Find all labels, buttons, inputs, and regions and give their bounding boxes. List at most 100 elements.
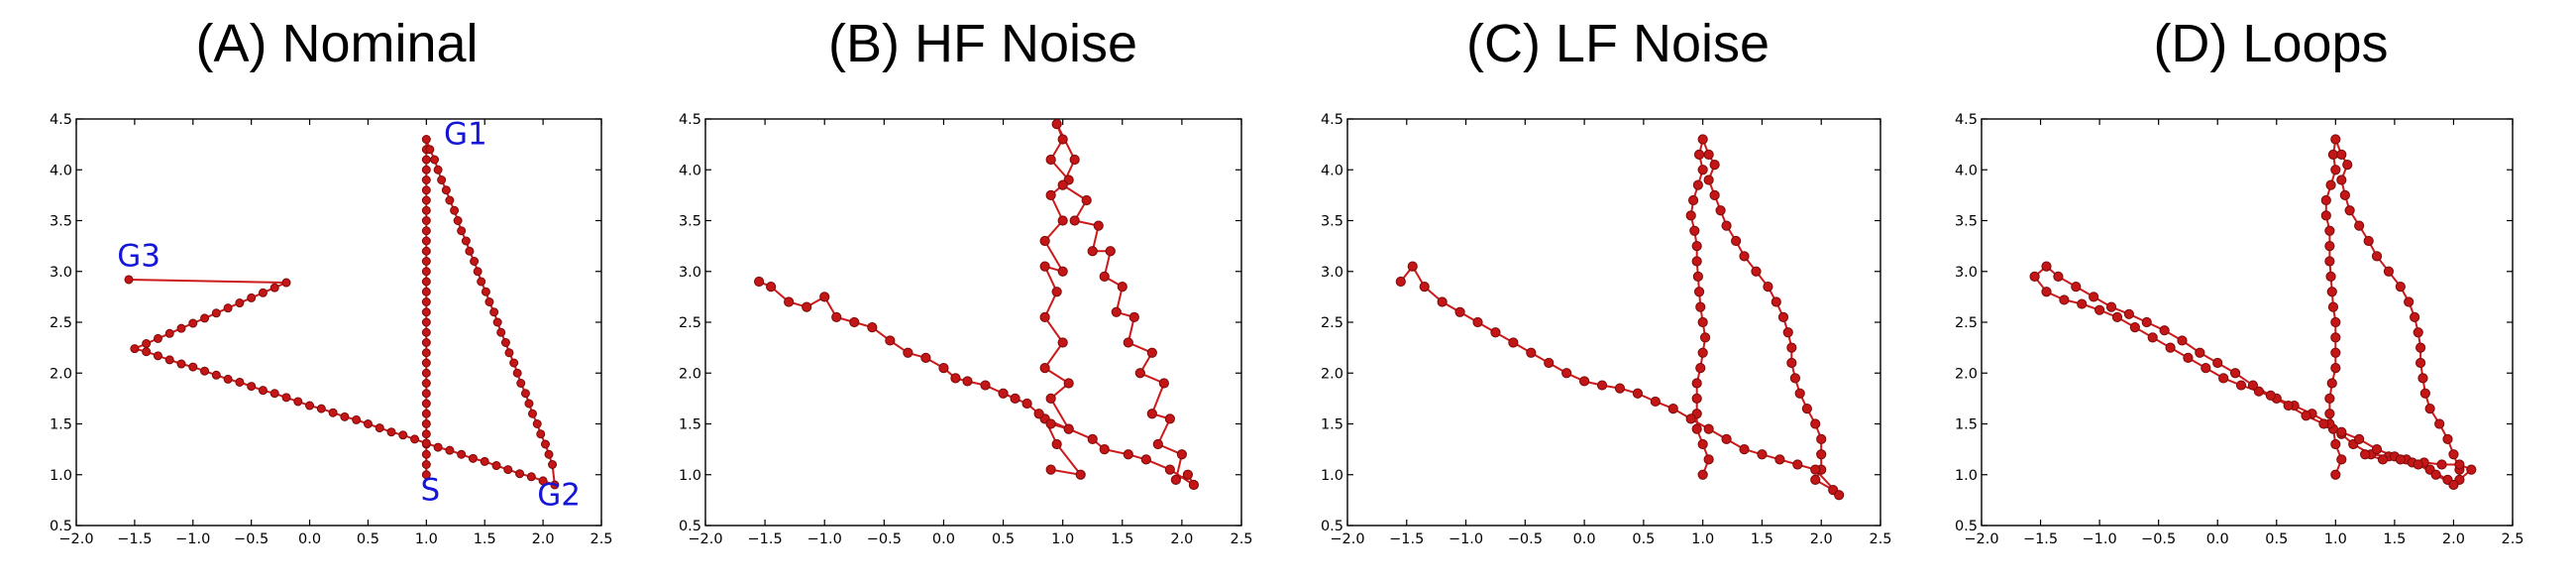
trajectory-point	[1699, 332, 1711, 343]
trajectory-point	[2077, 298, 2088, 309]
trajectory-point	[1688, 194, 1699, 206]
x-tick-label: 0.0	[932, 531, 955, 547]
trajectory-point	[1454, 306, 1465, 317]
trajectory-point	[316, 404, 326, 413]
x-tick-label: 0.5	[2265, 531, 2288, 547]
trajectory-point	[1689, 225, 1700, 236]
trajectory-point	[1697, 469, 1708, 480]
trajectory-point	[1117, 282, 1127, 293]
trajectory-point	[305, 401, 315, 411]
trajectory-point	[223, 374, 233, 384]
y-tick-label: 2.5	[50, 315, 72, 331]
x-tick-label: −1.0	[175, 531, 210, 547]
trajectory-point	[352, 414, 362, 424]
trajectory-point	[2041, 287, 2052, 297]
trajectory-point	[188, 362, 198, 372]
trajectory-point	[1490, 327, 1501, 338]
x-tick-label: −1.0	[1449, 531, 1483, 547]
trajectory-point	[421, 277, 431, 287]
panel-a: (A) Nominal −2.0 −1.5 −1.0 −0.5 0.0 0.5 1.0 1.5…	[50, 14, 613, 547]
trajectory-point	[1146, 409, 1157, 419]
trajectory-point	[425, 145, 435, 155]
trajectory-point	[526, 472, 536, 482]
y-tick-label: 2.0	[1321, 366, 1343, 382]
x-tick-label: −2.0	[688, 531, 722, 547]
trajectory-point	[1039, 261, 1050, 272]
trajectory-point	[1810, 418, 1821, 429]
trajectory-point	[2330, 332, 2341, 343]
trajectory-point	[1650, 396, 1661, 408]
trajectory-point	[1472, 316, 1483, 328]
trajectory-point	[496, 327, 506, 337]
trajectory-point	[124, 275, 134, 285]
trajectory-point	[1614, 383, 1626, 394]
trajectory-point	[421, 165, 431, 175]
trajectory-point	[130, 344, 140, 354]
trajectory-point	[470, 257, 480, 266]
goal-label: G2	[537, 478, 581, 514]
y-tick-label: 3.5	[679, 214, 701, 230]
trajectory-point	[421, 267, 431, 277]
y-tick-label: 1.5	[679, 417, 701, 433]
trajectory-point	[2434, 418, 2445, 429]
trajectory-point	[445, 195, 455, 205]
trajectory-point	[481, 287, 490, 296]
trajectory-point	[1099, 444, 1110, 455]
trajectory-point	[2448, 449, 2459, 460]
trajectory-point	[1081, 194, 1092, 206]
y-tick-label: 3.5	[1955, 214, 1978, 230]
trajectory-point	[1703, 454, 1714, 465]
trajectory-point	[2301, 411, 2311, 421]
trajectory-point	[421, 438, 431, 448]
trajectory-point	[515, 469, 525, 479]
trajectory-point	[421, 216, 431, 225]
trajectory-point	[1691, 423, 1702, 434]
trajectory-point	[2363, 235, 2374, 247]
trajectory-point	[1544, 357, 1555, 369]
trajectory-point	[831, 311, 842, 322]
x-tick-label: 2.5	[1869, 531, 1891, 547]
trajectory-point	[920, 352, 931, 363]
y-tick-label: 4.0	[679, 163, 701, 178]
trajectory-point	[492, 317, 502, 327]
trajectory-point	[2123, 308, 2134, 319]
trajectory-point	[421, 236, 431, 246]
panel-d: (D) Loops −2.0 −1.5 −1.0 −0.5 0.0 0.5 1.0 1.5 2.…	[1955, 14, 2524, 547]
trajectory-point	[437, 176, 447, 184]
x-tick-label: 1.5	[1111, 531, 1133, 547]
trajectory-point	[421, 389, 431, 399]
trajectory-point	[1771, 296, 1781, 307]
trajectory-point	[2041, 261, 2052, 272]
y-tick-label: 1.0	[1321, 468, 1343, 484]
trajectory-point	[2147, 332, 2158, 343]
trajectory-point	[509, 358, 519, 368]
trajectory-point	[2029, 271, 2040, 282]
trajectory-point	[2324, 256, 2335, 267]
trajectory-point	[512, 368, 522, 378]
trajectory-point	[1057, 337, 1068, 348]
trajectory-point	[1170, 474, 1181, 485]
goal-label: G3	[117, 239, 161, 275]
trajectory-point	[1703, 423, 1714, 434]
trajectory-point	[1685, 210, 1696, 221]
trajectory-point	[1508, 337, 1519, 348]
x-tick-label: 1.5	[1751, 531, 1773, 547]
trajectory-point	[2324, 225, 2335, 236]
y-tick-label: 0.5	[1955, 519, 1978, 534]
trajectory-point	[1033, 409, 1044, 419]
x-tick-label: −1.5	[117, 531, 152, 547]
trajectory-point	[1579, 376, 1590, 387]
trajectory-point	[2436, 459, 2447, 470]
trajectory-point	[950, 373, 961, 384]
trajectory-point	[1164, 413, 1175, 424]
trajectory-point	[903, 347, 913, 358]
trajectory-point	[1069, 215, 1080, 226]
trajectory-point	[421, 379, 431, 388]
trajectory-point	[2336, 454, 2347, 465]
trajectory-point	[1146, 347, 1157, 358]
trajectory-point	[2283, 400, 2294, 411]
panel-a-plot: −2.0 −1.5 −1.0 −0.5 0.0 0.5 1.0 1.5 2.0 2.5 0.5 1.0…	[50, 112, 613, 547]
trajectory-point	[1039, 311, 1050, 322]
y-tick-label: 3.0	[1955, 265, 1978, 281]
trajectory-point	[2448, 479, 2459, 491]
